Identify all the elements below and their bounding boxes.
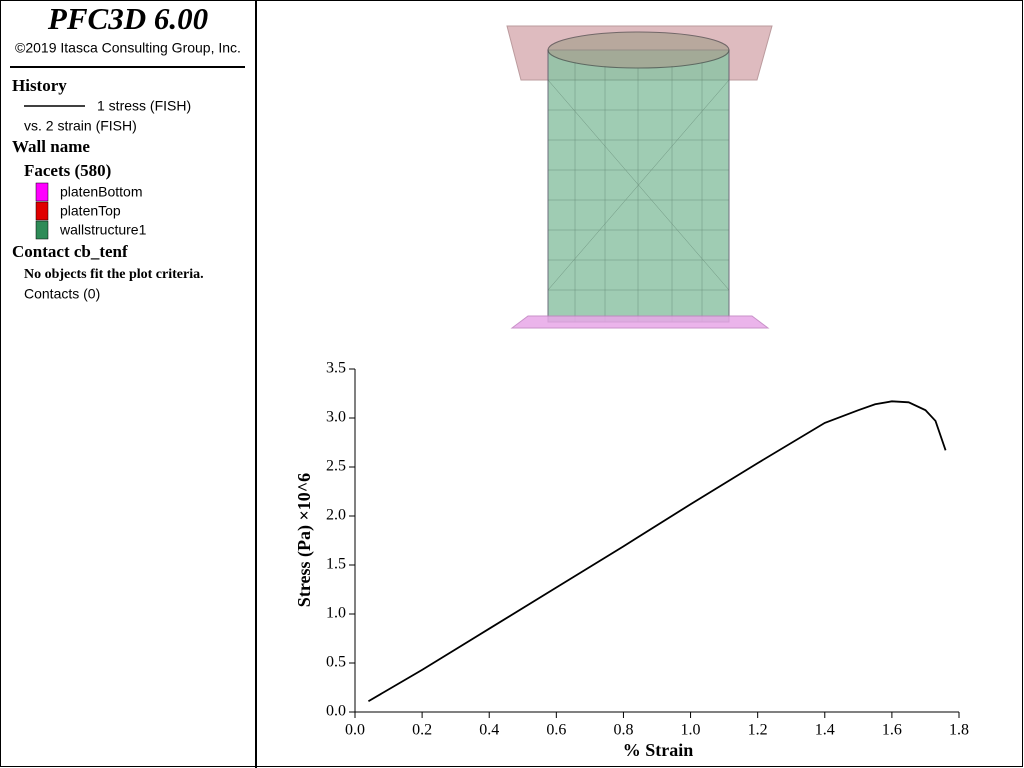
x-tick-label: 1.2	[748, 722, 768, 739]
y-tick-label: 3.5	[326, 360, 346, 377]
y-axis-label: Stress (Pa) ×10^6	[294, 473, 315, 607]
legend-label: platenBottom	[60, 184, 143, 200]
legend-label: platenTop	[60, 203, 121, 219]
y-tick-label: 1.0	[326, 605, 346, 622]
x-tick-label: 0.0	[345, 722, 365, 739]
note: No objects fit the plot criteria.	[24, 267, 204, 282]
x-tick-label: 0.8	[613, 722, 633, 739]
legend-label: Contacts (0)	[24, 286, 100, 302]
heading: Facets (580)	[24, 161, 111, 180]
x-tick-label: 0.6	[546, 722, 566, 739]
copyright: ©2019 Itasca Consulting Group, Inc.	[15, 40, 241, 56]
y-tick-label: 3.0	[326, 409, 346, 426]
y-tick-label: 2.0	[326, 507, 346, 524]
y-tick-label: 0.0	[326, 703, 346, 720]
y-tick-label: 1.5	[326, 556, 346, 573]
y-tick-label: 0.5	[326, 654, 346, 671]
model-render	[506, 25, 773, 329]
x-tick-label: 0.4	[479, 722, 499, 739]
chart: % Strain Stress (Pa) ×10^6 0.0 0.2 0.4 0.6 0…	[294, 360, 969, 760]
legend-label: 1 stress (FISH)	[97, 98, 191, 114]
app-title: PFC3D 6.00	[47, 1, 208, 36]
x-tick-label: 1.8	[949, 722, 969, 739]
facet-legend: platenBottom platenTop wallstructure1	[35, 182, 147, 240]
swatch	[35, 220, 49, 240]
heading: Wall name	[12, 137, 90, 156]
heading: History	[12, 76, 67, 95]
swatch	[35, 182, 49, 202]
x-tick-label: 1.0	[681, 722, 701, 739]
swatch	[35, 201, 49, 221]
legend-label: wallstructure1	[59, 222, 147, 238]
legend-label: vs. 2 strain (FISH)	[24, 118, 137, 134]
y-tick-label: 2.5	[326, 458, 346, 475]
heading: Contact cb_tenf	[12, 242, 128, 261]
x-axis-label: % Strain	[623, 740, 694, 760]
x-tick-label: 1.4	[815, 722, 835, 739]
x-tick-label: 0.2	[412, 722, 432, 739]
x-tick-label: 1.6	[882, 722, 902, 739]
data-line	[367, 400, 947, 702]
